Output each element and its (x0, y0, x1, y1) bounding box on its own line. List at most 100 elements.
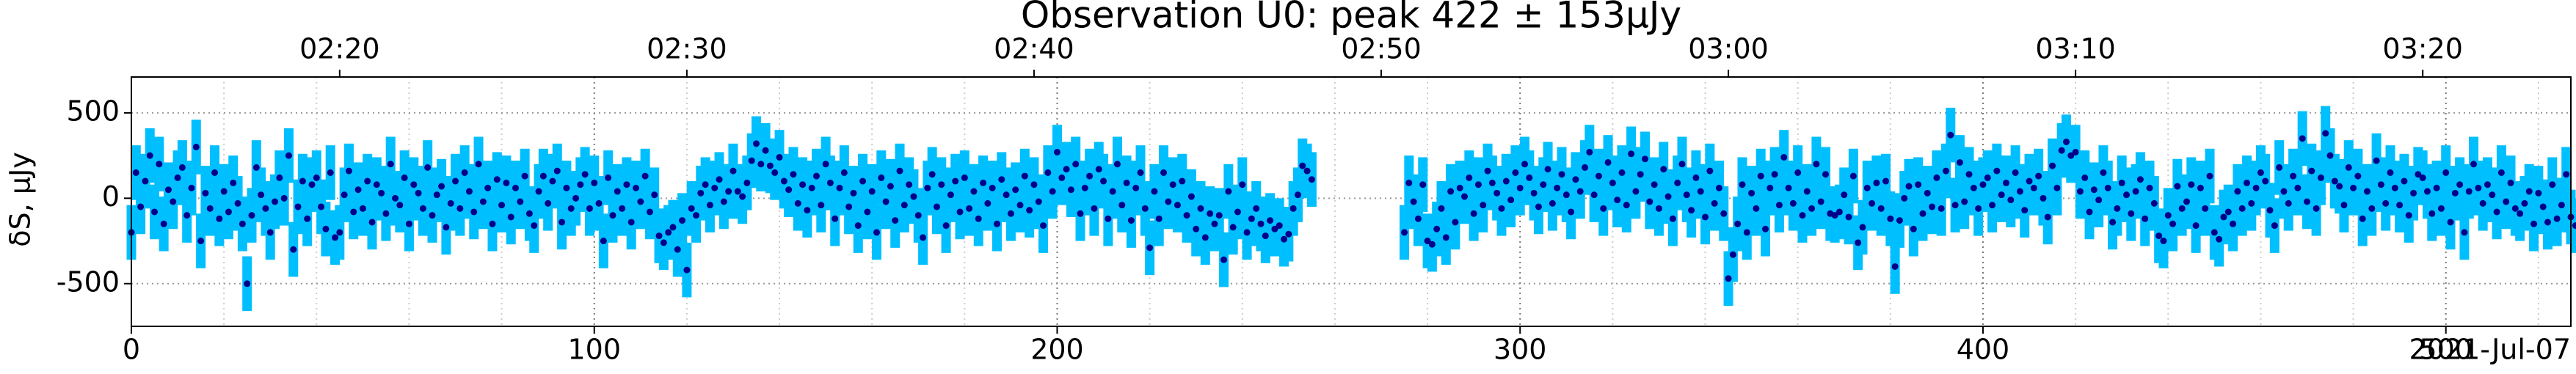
data-point (2396, 202, 2404, 209)
data-point (1767, 184, 1774, 191)
data-point (609, 212, 616, 219)
data-point (887, 183, 894, 190)
data-point (1502, 177, 1510, 185)
data-point (896, 167, 903, 175)
data-point (2340, 202, 2348, 209)
data-point (1720, 210, 1728, 217)
data-point (2188, 181, 2195, 188)
data-point (1637, 171, 1644, 178)
data-point (1859, 224, 1866, 231)
data-point (2095, 197, 2103, 204)
data-point (720, 198, 727, 205)
data-point (2100, 169, 2107, 176)
y-tick-label: -500 (57, 265, 120, 298)
data-point (1447, 188, 1455, 195)
data-point (1040, 222, 1047, 230)
data-point (688, 205, 695, 212)
data-point (354, 186, 362, 194)
data-point (2475, 184, 2482, 191)
data-point (368, 219, 376, 226)
data-point (2456, 181, 2464, 188)
data-point (239, 220, 246, 227)
data-point (2507, 179, 2514, 186)
data-point (1688, 207, 1695, 214)
data-point (1660, 166, 1667, 173)
data-point (605, 174, 612, 181)
data-point (2072, 148, 2079, 155)
data-point (206, 205, 214, 212)
data-point (1007, 210, 1014, 217)
data-point (1989, 202, 1996, 209)
data-point (1063, 166, 1070, 173)
data-point (1734, 220, 1742, 227)
data-point (2313, 205, 2320, 212)
data-point (285, 152, 292, 159)
data-point (382, 210, 390, 217)
data-point (1604, 158, 1612, 166)
data-point (2493, 208, 2500, 216)
data-point (2294, 184, 2302, 191)
data-point (966, 205, 973, 212)
data-point (2216, 235, 2223, 243)
data-point (984, 199, 992, 207)
data-point (1026, 207, 1033, 214)
data-point (192, 143, 200, 150)
data-point (2276, 164, 2283, 171)
data-point (313, 174, 320, 181)
data-point (1405, 179, 1413, 186)
data-point (396, 202, 404, 209)
data-point (693, 212, 700, 219)
data-point (142, 177, 149, 185)
data-point (1590, 191, 1598, 199)
data-point (1998, 191, 2005, 199)
data-point (378, 189, 385, 197)
data-point (137, 203, 145, 210)
data-point (2299, 135, 2306, 142)
data-point (1739, 181, 1746, 188)
data-point (1753, 205, 1760, 212)
data-point (1869, 199, 1876, 207)
data-point (1211, 220, 1218, 227)
data-point (669, 224, 677, 231)
data-point (1484, 167, 1491, 175)
data-point (1642, 155, 1649, 163)
data-point (2410, 189, 2417, 197)
data-point (1956, 158, 1963, 166)
data-point (1294, 191, 1301, 199)
data-point (2401, 177, 2408, 185)
data-point (2174, 183, 2181, 190)
data-point (1452, 219, 1459, 226)
plot-frame (131, 76, 2572, 327)
data-point (1095, 166, 1102, 173)
data-point (1179, 177, 1186, 185)
data-point (1849, 172, 1857, 180)
data-point (2470, 161, 2478, 168)
data-point (1053, 148, 1060, 155)
data-point (318, 203, 325, 210)
data-point (725, 188, 732, 195)
data-point (1276, 222, 1283, 230)
data-point (266, 229, 274, 236)
data-point (1785, 184, 1792, 191)
data-point (332, 234, 339, 241)
data-point (216, 215, 223, 222)
data-point (2049, 162, 2056, 169)
data-point (262, 205, 269, 212)
data-point (299, 177, 306, 185)
data-point (1549, 199, 1556, 207)
data-point (2136, 176, 2144, 183)
data-point (1281, 235, 1288, 243)
data-point (2016, 188, 2023, 195)
data-point (1562, 191, 1570, 199)
data-point (2368, 205, 2376, 212)
data-point (776, 153, 783, 161)
data-point (2040, 194, 2047, 202)
x-tick-label: 500 (2419, 334, 2473, 366)
data-point (1267, 217, 1274, 224)
data-point (1498, 205, 1505, 212)
data-point (2146, 184, 2153, 191)
data-point (581, 171, 589, 178)
data-point (151, 208, 159, 216)
data-point (401, 174, 408, 181)
data-point (2150, 199, 2158, 207)
